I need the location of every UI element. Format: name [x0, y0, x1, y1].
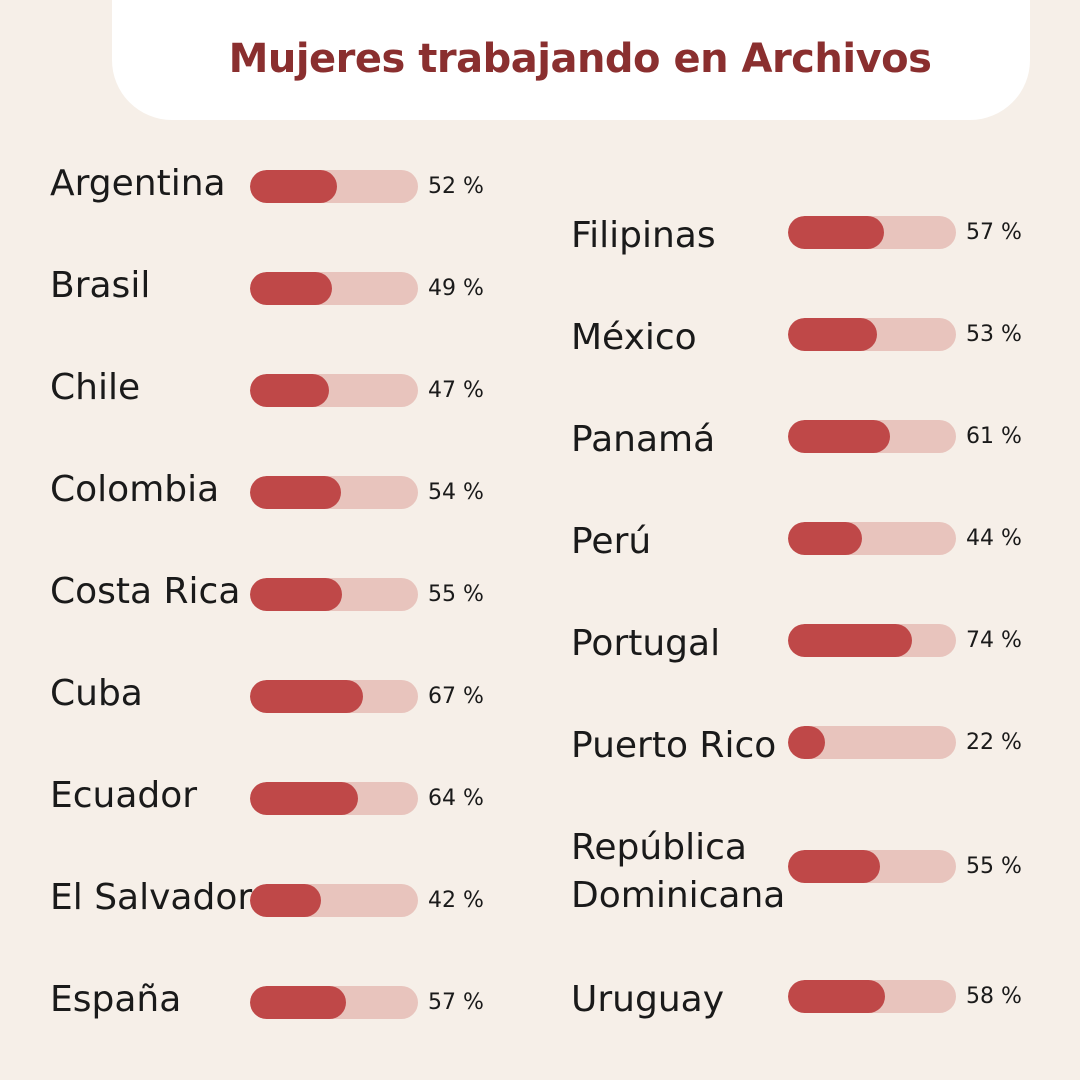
data-label: 49 % — [428, 276, 484, 301]
data-label: 55 % — [966, 854, 1022, 879]
bar — [788, 522, 862, 555]
data-label: 42 % — [428, 888, 484, 913]
data-label: 54 % — [428, 480, 484, 505]
bar-track — [788, 624, 956, 657]
bar-track — [250, 680, 418, 713]
category-label: Ecuador — [50, 775, 198, 816]
bar — [788, 850, 880, 883]
data-label: 47 % — [428, 378, 484, 403]
bar — [788, 980, 885, 1013]
data-label: 52 % — [428, 174, 484, 199]
bar — [250, 986, 346, 1019]
bar — [788, 318, 877, 351]
title-card — [112, 0, 1030, 120]
category-label: El Salvador — [50, 877, 253, 918]
bar-track — [788, 216, 956, 249]
category-label: Perú — [571, 521, 652, 562]
category-label: Portugal — [571, 623, 721, 664]
category-label: Puerto Rico — [571, 725, 777, 766]
bar — [250, 170, 337, 203]
bar-track — [788, 420, 956, 453]
bar-track — [788, 726, 956, 759]
bar — [788, 216, 884, 249]
bar — [250, 782, 358, 815]
category-label: Uruguay — [571, 979, 724, 1020]
data-label: 53 % — [966, 322, 1022, 347]
data-label: 44 % — [966, 526, 1022, 551]
category-label: Colombia — [50, 469, 220, 510]
bar-track — [250, 170, 418, 203]
bar — [788, 420, 890, 453]
bar-track — [788, 318, 956, 351]
bar-track — [250, 374, 418, 407]
category-label: Costa Rica — [50, 571, 241, 612]
data-label: 57 % — [966, 220, 1022, 245]
bar — [250, 476, 341, 509]
data-label: 55 % — [428, 582, 484, 607]
bar-track — [250, 272, 418, 305]
bar-track — [250, 476, 418, 509]
category-label: México — [571, 317, 697, 358]
data-label: 64 % — [428, 786, 484, 811]
data-label: 74 % — [966, 628, 1022, 653]
category-label: República Dominicana — [571, 827, 786, 916]
bar — [788, 726, 825, 759]
data-label: 58 % — [966, 984, 1022, 1009]
bar-track — [788, 980, 956, 1013]
bar-track — [788, 522, 956, 555]
category-label: España — [50, 979, 182, 1020]
category-label: Cuba — [50, 673, 143, 714]
bar — [250, 884, 321, 917]
data-label: 67 % — [428, 684, 484, 709]
bar — [250, 680, 363, 713]
category-label: Panamá — [571, 419, 716, 460]
chart-title: Mujeres trabajando en Archivos — [228, 36, 932, 82]
category-label: Filipinas — [571, 215, 716, 256]
bar-track — [250, 884, 418, 917]
bar-track — [250, 782, 418, 815]
data-label: 61 % — [966, 424, 1022, 449]
bar — [250, 578, 342, 611]
bar-track — [788, 850, 956, 883]
category-label: Brasil — [50, 265, 151, 306]
data-label: 57 % — [428, 990, 484, 1015]
data-label: 22 % — [966, 730, 1022, 755]
bar — [250, 272, 332, 305]
bar — [250, 374, 329, 407]
bar-track — [250, 578, 418, 611]
bar-track — [250, 986, 418, 1019]
category-label: Argentina — [50, 163, 226, 204]
bar — [788, 624, 912, 657]
category-label: Chile — [50, 367, 141, 408]
